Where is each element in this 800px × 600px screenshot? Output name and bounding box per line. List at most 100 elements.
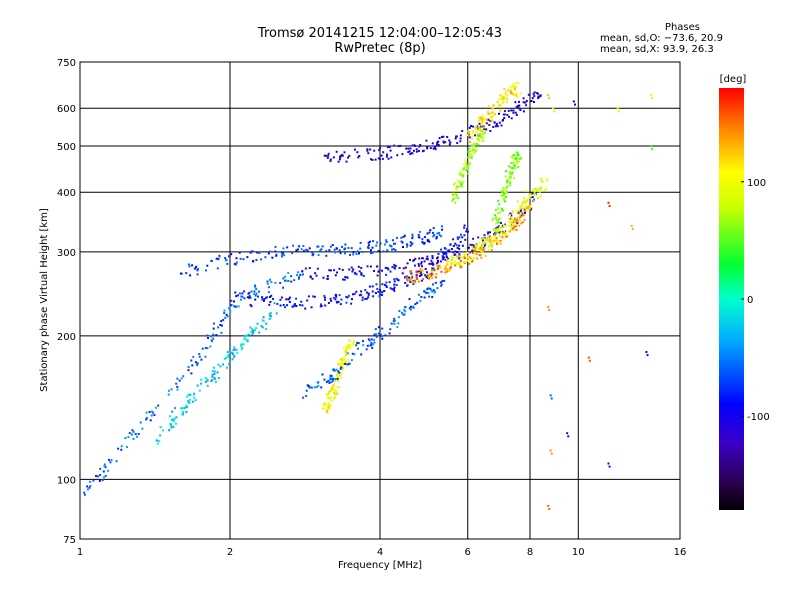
data-point (445, 254, 448, 257)
isolated-point (646, 354, 649, 357)
data-point (150, 410, 153, 413)
phases-title: Phases (664, 22, 700, 33)
data-point (358, 294, 361, 297)
data-point (187, 369, 190, 372)
data-point (266, 296, 269, 299)
data-point (234, 263, 237, 266)
data-point (432, 289, 435, 292)
isolated-point (549, 394, 552, 397)
data-point (484, 244, 486, 247)
data-point (443, 256, 445, 259)
data-point (502, 224, 505, 227)
data-point (502, 113, 505, 116)
data-point (473, 142, 476, 145)
data-point (254, 298, 257, 301)
y-tick-label: 200 (57, 332, 76, 343)
data-point (389, 270, 392, 273)
data-point (89, 485, 92, 487)
data-point (172, 418, 175, 421)
data-point (458, 257, 461, 260)
data-point (457, 262, 460, 265)
data-point (185, 404, 188, 407)
data-point (487, 104, 490, 107)
data-point (365, 348, 368, 351)
data-point (256, 322, 259, 325)
data-point (226, 366, 228, 369)
data-point (441, 228, 444, 231)
data-point (132, 430, 135, 433)
data-point (214, 380, 217, 383)
data-point (323, 294, 326, 297)
data-point (452, 192, 455, 195)
data-point (489, 130, 492, 132)
data-point (531, 196, 534, 199)
data-point (346, 276, 349, 279)
data-point (441, 280, 444, 283)
data-point (434, 290, 436, 293)
data-point (396, 154, 399, 157)
data-point (337, 363, 340, 365)
data-point (479, 249, 482, 252)
data-point (386, 267, 389, 270)
data-point (343, 356, 346, 359)
data-point (424, 268, 427, 270)
data-point (240, 343, 243, 346)
data-point (516, 153, 519, 156)
data-point (503, 192, 506, 195)
data-point (509, 228, 512, 231)
data-point (511, 171, 514, 174)
data-point (501, 236, 504, 239)
data-point (358, 252, 360, 255)
data-point (509, 86, 512, 89)
data-point (408, 150, 411, 153)
data-point (455, 194, 458, 196)
data-point (316, 245, 319, 248)
data-point (96, 475, 99, 478)
data-point (499, 104, 502, 107)
data-point (449, 243, 452, 246)
data-point (469, 257, 472, 260)
data-point (388, 146, 391, 149)
data-point (495, 227, 498, 230)
isolated-point (548, 97, 551, 99)
data-point (392, 248, 395, 251)
data-point (331, 399, 333, 402)
data-point (267, 291, 270, 294)
data-point (252, 260, 254, 263)
data-point (233, 346, 236, 349)
data-point (329, 374, 332, 377)
data-point (476, 137, 478, 140)
x-tick-label: 16 (674, 547, 687, 558)
data-point (478, 133, 481, 136)
data-point (430, 272, 433, 275)
data-point (465, 161, 468, 164)
data-point (432, 267, 435, 270)
data-point (417, 263, 420, 265)
data-point (483, 237, 485, 240)
data-point (345, 295, 348, 298)
data-point (411, 237, 414, 240)
data-point (480, 124, 483, 127)
data-point (344, 243, 347, 246)
data-point (524, 202, 527, 205)
data-point (454, 260, 457, 263)
data-point (297, 277, 300, 280)
data-point (156, 439, 159, 442)
data-point (410, 278, 413, 281)
data-point (453, 183, 455, 186)
data-point (483, 234, 486, 237)
data-point (409, 281, 412, 283)
data-point (533, 91, 536, 94)
data-point (219, 324, 222, 326)
data-point (404, 306, 407, 309)
data-point (428, 277, 431, 280)
data-point (268, 303, 271, 306)
data-point (336, 392, 339, 395)
data-point (513, 226, 516, 229)
data-point (484, 238, 487, 241)
data-point (251, 328, 254, 331)
data-point (338, 374, 341, 377)
data-point (537, 97, 540, 99)
data-point (502, 118, 504, 121)
x-tick-label: 1 (77, 547, 83, 558)
